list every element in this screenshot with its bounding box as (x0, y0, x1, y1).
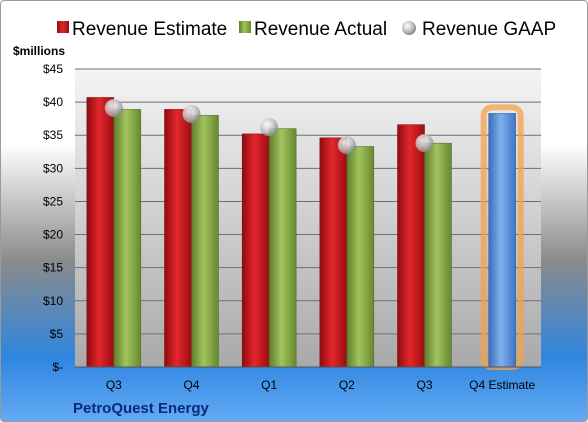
marker-revenue-gaap (104, 99, 123, 118)
legend: Revenue Estimate Revenue Actual Revenue … (57, 19, 556, 40)
bar-revenue-estimate (164, 109, 192, 368)
x-tick-label: Q4 Estimate (469, 378, 535, 392)
x-tick-label: Q1 (261, 378, 277, 392)
legend-label-estimate: Revenue Estimate (72, 19, 227, 40)
marker-revenue-gaap (260, 118, 279, 137)
y-axis: $- $5 $10 $15 $20 $25 $30 $35 $40 $45 (43, 62, 63, 374)
y-tick-label: $45 (43, 62, 63, 76)
y-tick-label: $5 (50, 327, 64, 341)
y-tick-label: $15 (43, 261, 63, 275)
bars (86, 97, 524, 370)
gaap-markers (104, 99, 434, 155)
bar-revenue-estimate (241, 133, 270, 368)
legend-swatch-gaap (402, 21, 416, 35)
marker-revenue-gaap (182, 105, 201, 124)
marker-revenue-gaap (415, 134, 434, 153)
bar-revenue-estimate (397, 124, 425, 368)
bar-revenue-actual (191, 115, 219, 368)
legend-label-gaap: Revenue GAAP (422, 19, 556, 40)
y-tick-label: $40 (43, 95, 63, 109)
bar-revenue-actual (113, 109, 142, 368)
bar-revenue-estimate (86, 97, 115, 368)
legend-label-actual: Revenue Actual (254, 19, 387, 40)
x-axis: Q3 Q4 Q1 Q2 Q3 Q4 Estimate (106, 378, 536, 392)
y-tick-label: $30 (43, 161, 63, 175)
x-tick-label: Q4 (183, 378, 199, 392)
x-tick-label: Q3 (416, 378, 432, 392)
x-tick-label: Q2 (339, 378, 355, 392)
legend-swatch-estimate (57, 21, 69, 33)
company-name: PetroQuest Energy (73, 400, 210, 417)
y-tick-label: $35 (43, 128, 63, 142)
bar-revenue-actual (424, 142, 452, 368)
bar-revenue-estimate (319, 137, 348, 368)
x-tick-label: Q3 (106, 378, 122, 392)
plot-area (75, 69, 541, 367)
y-tick-label: $20 (43, 228, 63, 242)
y-tick-label: $25 (43, 194, 63, 208)
y-tick-label: $- (52, 360, 63, 374)
bar-revenue-actual (268, 128, 297, 368)
bar-q4-estimate (488, 113, 516, 368)
unit-label: $millions (13, 44, 65, 58)
y-tick-label: $10 (43, 294, 63, 308)
bar-revenue-actual (346, 146, 375, 368)
legend-swatch-actual (239, 21, 251, 33)
marker-revenue-gaap (337, 136, 356, 155)
gridlines (75, 68, 541, 335)
